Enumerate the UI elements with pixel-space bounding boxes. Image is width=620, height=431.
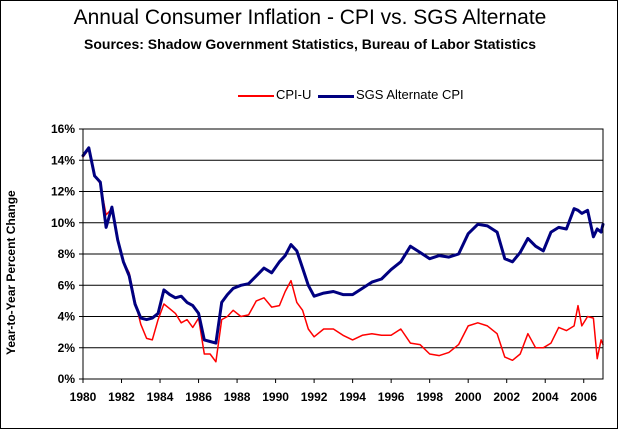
legend-swatch-cpi-u <box>238 95 274 97</box>
chart-subtitle: Sources: Shadow Government Statistics, B… <box>84 36 536 52</box>
legend-label-cpi-u: CPI-U <box>276 87 312 102</box>
legend-label-sgs: SGS Alternate CPI <box>356 87 464 102</box>
x-tick-label: 1982 <box>108 390 135 404</box>
y-tick-label: 12% <box>51 185 75 199</box>
y-tick-label: 6% <box>58 278 76 292</box>
y-tick-label: 10% <box>51 216 75 230</box>
y-tick-label: 8% <box>58 247 76 261</box>
x-tick-label: 2004 <box>532 390 559 404</box>
x-tick-label: 2006 <box>570 390 597 404</box>
x-tick-label: 1996 <box>378 390 405 404</box>
plot-area-border <box>82 128 604 380</box>
y-tick-label: 4% <box>58 310 76 324</box>
x-tick-label: 2000 <box>455 390 482 404</box>
x-tick-label: 1992 <box>301 390 328 404</box>
y-tick-label: 0% <box>58 372 76 386</box>
x-tick-label: 2002 <box>493 390 520 404</box>
x-tick-label: 1998 <box>416 390 443 404</box>
series-line-sgs-alternate-cpi <box>81 146 605 345</box>
series-line-cpi-u <box>82 148 604 363</box>
x-tick-label: 1986 <box>185 390 212 404</box>
x-tick-label: 1988 <box>224 390 251 404</box>
y-tick-label: 16% <box>51 122 75 136</box>
y-tick-label: 14% <box>51 153 75 167</box>
y-tick-label: 2% <box>58 341 76 355</box>
x-tick-label: 1980 <box>70 390 97 404</box>
legend-swatch-sgs <box>318 95 354 98</box>
x-tick-label: 1994 <box>339 390 366 404</box>
chart-title: Annual Consumer Inflation - CPI vs. SGS … <box>73 6 547 29</box>
x-tick-label: 1984 <box>147 390 174 404</box>
x-tick-label: 1990 <box>262 390 289 404</box>
